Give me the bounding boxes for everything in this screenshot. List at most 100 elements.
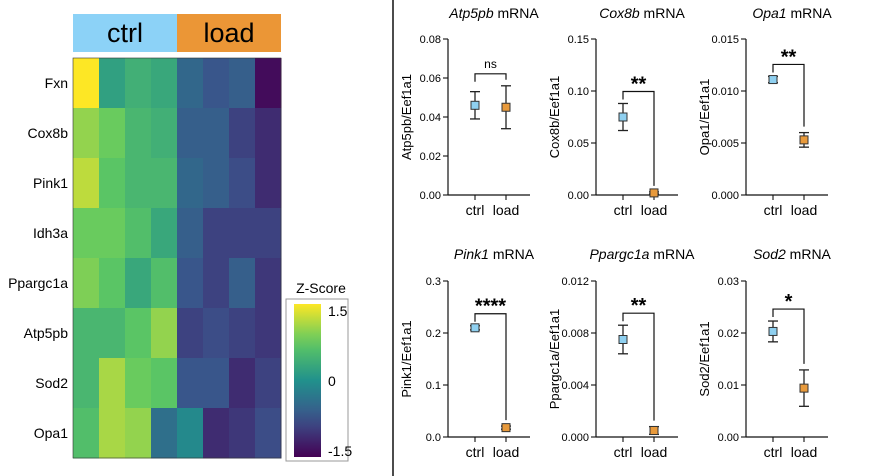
heatmap-cell xyxy=(255,308,282,359)
heatmap-cell xyxy=(203,58,230,109)
gene-label-Sod2: Sod2 xyxy=(35,375,68,391)
chart-Sod2: Sod2 mRNA 0.00 0.01 0.02 0.03 Sod2/Eef1a1 ctrl… xyxy=(697,246,832,460)
x-tick-label-load: load xyxy=(641,202,667,218)
chart-title-suffix: mRNA xyxy=(489,246,535,262)
data-point-ctrl xyxy=(470,100,480,110)
y-tick-label: 0.3 xyxy=(426,276,441,288)
y-axis-label: Ppargc1a/Eef1a1 xyxy=(547,309,562,409)
y-tick-label: 0.010 xyxy=(711,86,739,98)
heatmap-cell xyxy=(203,158,230,209)
colorbar-tick-label: -1.5 xyxy=(328,443,352,459)
chart-title-gene: Ppargc1a xyxy=(589,246,649,262)
chart-title-suffix: mRNA xyxy=(787,5,833,21)
heatmap-cell xyxy=(99,58,126,109)
chart-Ppargc1a: Ppargc1a mRNA 0.000 0.004 0.008 0.012 Ppargc1… xyxy=(547,246,695,460)
significance-label: ns xyxy=(484,57,497,71)
heatmap-cell xyxy=(177,108,204,159)
y-tick-label: 0.02 xyxy=(718,328,739,340)
y-tick-label: 0.1 xyxy=(426,380,441,392)
y-axis-label: Cox8b/Eef1a1 xyxy=(547,76,562,158)
significance-label: **** xyxy=(475,296,506,318)
group-header-load xyxy=(177,14,281,52)
heatmap-cell xyxy=(73,158,100,209)
heatmap-cell xyxy=(73,358,100,409)
heatmap-cell xyxy=(151,158,178,209)
y-tick-label: 0.000 xyxy=(711,190,739,202)
heatmap-cell xyxy=(73,108,100,159)
y-tick-label: 0.008 xyxy=(561,328,589,340)
y-tick-label: 0.00 xyxy=(718,432,739,444)
data-point-load xyxy=(649,188,659,198)
heatmap-cell xyxy=(125,208,152,259)
y-tick-label: 0.08 xyxy=(420,34,441,46)
y-tick-label: 0.00 xyxy=(568,190,589,202)
y-tick-label: 0.05 xyxy=(568,138,589,150)
chart-title-gene: Pink1 xyxy=(454,246,489,262)
x-tick-label-ctrl: ctrl xyxy=(466,444,485,460)
y-tick-label: 0.04 xyxy=(420,112,441,124)
chart-title: Sod2 mRNA xyxy=(753,246,831,262)
significance-bracket xyxy=(622,312,655,421)
chart-Pink1: Pink1 mRNA 0.0 0.1 0.2 0.3 Pink1/Eef1a1 ctrl lo… xyxy=(399,246,535,460)
heatmap-cell xyxy=(203,358,230,409)
gene-label-Ppargc1a: Ppargc1a xyxy=(8,275,68,291)
gene-label-Pink1: Pink1 xyxy=(33,175,68,191)
significance-label: ** xyxy=(781,46,797,68)
heatmap-cell xyxy=(125,308,152,359)
x-tick-label-load: load xyxy=(493,444,519,460)
chart-Opa1: Opa1 mRNA 0.000 0.005 0.010 0.015 Opa1/Eef1a1… xyxy=(697,5,832,218)
y-tick-label: 0.000 xyxy=(561,432,589,444)
heatmap-cell xyxy=(255,408,282,459)
gene-label-Cox8b: Cox8b xyxy=(28,125,69,141)
heatmap-panel: ctrl load Fxn Cox8b Pink1 Idh3a Ppargc1a Atp5pb… xyxy=(8,14,352,462)
dot-plot-panel: Atp5pb mRNA 0.00 0.02 0.04 0.06 0.08 Atp5pb/Ee… xyxy=(399,5,832,460)
heatmap-cell xyxy=(177,308,204,359)
heatmap-cell xyxy=(125,158,152,209)
y-tick-label: 0.00 xyxy=(420,190,441,202)
y-axis-label: Opa1/Eef1a1 xyxy=(697,79,712,156)
chart-title-suffix: mRNA xyxy=(649,246,695,262)
chart-title-gene: Sod2 xyxy=(753,246,786,262)
heatmap-cell xyxy=(125,108,152,159)
heatmap-cell xyxy=(177,208,204,259)
heatmap-cell xyxy=(125,58,152,109)
x-tick-label-ctrl: ctrl xyxy=(764,444,783,460)
data-point-load xyxy=(501,423,511,433)
heatmap-cell xyxy=(177,408,204,459)
y-tick-label: 0.2 xyxy=(426,328,441,340)
heatmap-cell xyxy=(99,358,126,409)
y-tick-label: 0.15 xyxy=(568,34,589,46)
chart-title: Pink1 mRNA xyxy=(454,246,535,262)
heatmap-cell xyxy=(151,208,178,259)
significance-label: ** xyxy=(631,295,647,317)
heatmap-cell xyxy=(229,158,256,209)
heatmap-cell xyxy=(151,108,178,159)
gene-label-Opa1: Opa1 xyxy=(34,425,68,441)
heatmap-cell xyxy=(203,208,230,259)
heatmap-frame xyxy=(72,57,282,459)
x-tick-label-ctrl: ctrl xyxy=(764,202,783,218)
data-point-ctrl xyxy=(768,326,778,336)
x-tick-label-ctrl: ctrl xyxy=(466,202,485,218)
chart-title-suffix: mRNA xyxy=(786,246,832,262)
y-tick-label: 0.005 xyxy=(711,138,739,150)
significance-bracket xyxy=(622,90,655,186)
heatmap-cell xyxy=(125,358,152,409)
heatmap-cell xyxy=(229,108,256,159)
heatmap-cell xyxy=(73,258,100,309)
heatmap-cell xyxy=(151,308,178,359)
chart-title: Atp5pb mRNA xyxy=(448,5,539,21)
data-point-load xyxy=(501,102,511,112)
chart-title: Cox8b mRNA xyxy=(599,5,685,21)
data-point-ctrl xyxy=(470,323,480,333)
colorbar-tick-label: 1.5 xyxy=(328,303,348,319)
chart-title-suffix: mRNA xyxy=(494,5,540,21)
data-point-ctrl xyxy=(618,112,628,122)
colorbar-tick-label: 0 xyxy=(328,373,336,389)
heatmap-cell xyxy=(255,158,282,209)
y-tick-label: 0.10 xyxy=(568,86,589,98)
data-point-load xyxy=(799,383,809,393)
heatmap-cell xyxy=(151,408,178,459)
significance-bracket xyxy=(772,63,805,127)
heatmap-cell xyxy=(151,358,178,409)
